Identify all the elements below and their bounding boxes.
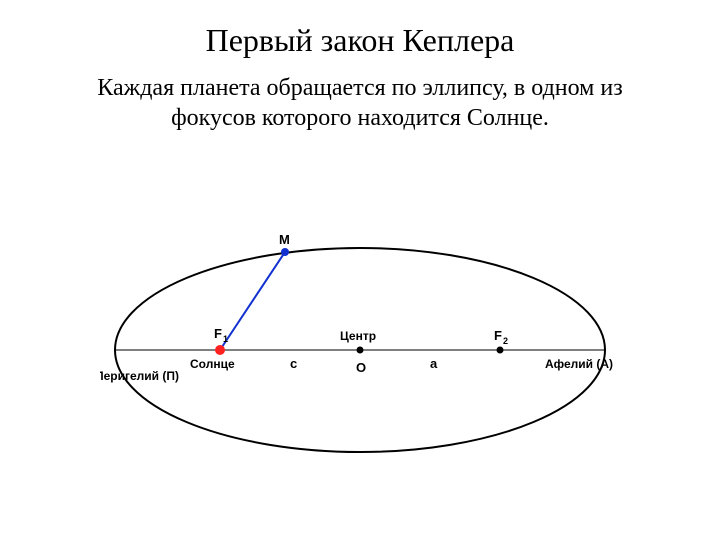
label-a: a bbox=[430, 356, 438, 371]
label-m: M bbox=[279, 232, 290, 247]
label-sun: Солнце bbox=[190, 357, 235, 371]
label-center-top: Центр bbox=[340, 329, 376, 343]
label-f2: F bbox=[494, 328, 502, 343]
point-o bbox=[357, 347, 364, 354]
label-f1: F bbox=[214, 326, 222, 341]
point-f2 bbox=[497, 347, 504, 354]
point-m bbox=[281, 248, 289, 256]
label-o: O bbox=[356, 360, 366, 375]
label-c: c bbox=[290, 356, 297, 371]
label-f1-sub: 1 bbox=[223, 334, 228, 344]
label-f2-sub: 2 bbox=[503, 336, 508, 346]
slide: Первый закон Кеплера Каждая планета обра… bbox=[0, 0, 720, 540]
label-aphelion: Афелий (А) bbox=[545, 357, 613, 371]
slide-title: Первый закон Кеплера bbox=[0, 0, 720, 59]
kepler-diagram: M F 1 Солнце Центр O F 2 Перигелий (П) А… bbox=[100, 220, 620, 480]
point-f1 bbox=[215, 345, 225, 355]
slide-subtitle: Каждая планета обращается по эллипсу, в … bbox=[0, 59, 720, 133]
radius-vector bbox=[220, 252, 285, 350]
label-perihelion: Перигелий (П) bbox=[100, 369, 179, 383]
diagram-svg: M F 1 Солнце Центр O F 2 Перигелий (П) А… bbox=[100, 220, 620, 480]
